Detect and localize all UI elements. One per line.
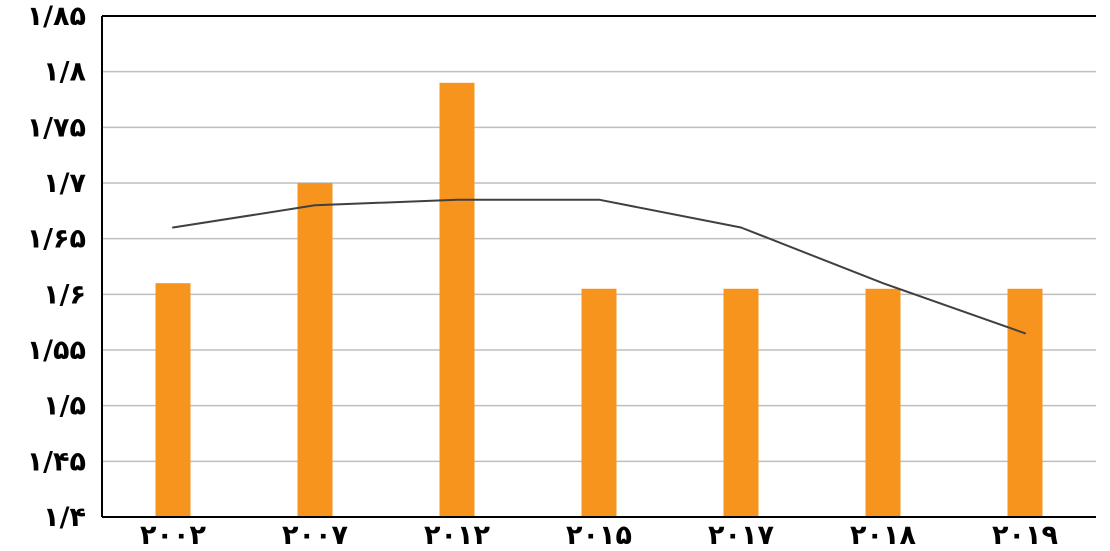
x-tick-label: ۲۰۱۷ [708, 520, 774, 551]
x-tick-label: ۲۰۱۸ [850, 520, 916, 551]
trend-line [172, 198, 1026, 335]
y-tick-label: ۱/۸۵ [27, 1, 86, 32]
x-tick-label: ۲۰۰۷ [282, 520, 348, 551]
x-tick-label: ۲۰۱۲ [424, 520, 490, 551]
y-tick-label: ۱/۵۵ [27, 335, 86, 366]
x-tick-label: ۲۰۰۲ [140, 520, 206, 551]
axes [101, 15, 1096, 518]
y-tick-label: ۱/۷ [43, 168, 86, 199]
bar [581, 288, 617, 517]
bar [723, 288, 759, 517]
y-tick-labels: ۱/۴ ۱/۴۵ ۱/۵ ۱/۵۵ ۱/۶ ۱/۶۵ ۱/۷ ۱/۷۵ ۱/۸ ۱/۸۵ [27, 1, 87, 533]
x-tick-labels: ۲۰۰۲ ۲۰۰۷ ۲۰۱۲ ۲۰۱۵ ۲۰۱۷ ۲۰۱۸ ۲۰۱۹ [140, 520, 1058, 551]
bar [297, 183, 333, 517]
y-tick-label: ۱/۷۵ [27, 112, 86, 143]
bar [439, 82, 475, 518]
y-tick-label: ۱/۶ [43, 279, 86, 310]
y-tick-label: ۱/۴۵ [27, 446, 86, 477]
x-tick-label: ۲۰۱۵ [566, 520, 632, 551]
bar-series [155, 82, 1043, 518]
bar [1007, 288, 1043, 517]
y-tick-label: ۱/۶۵ [27, 224, 86, 255]
y-tick-label: ۱/۵ [43, 391, 86, 422]
y-tick-label: ۱/۸ [43, 57, 86, 88]
x-tick-label: ۲۰۱۹ [992, 520, 1058, 551]
line-series [172, 198, 1026, 335]
bar [155, 283, 191, 517]
y-tick-label: ۱/۴ [43, 502, 86, 533]
bar [865, 288, 901, 517]
